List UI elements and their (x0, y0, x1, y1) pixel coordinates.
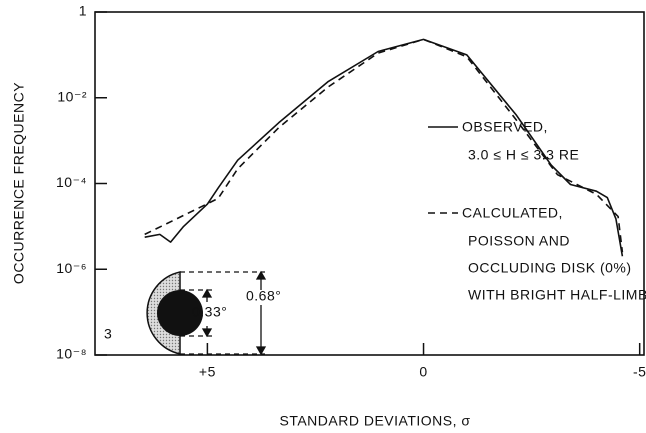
x-tick-label: -5 (633, 364, 646, 380)
legend-entry: OBSERVED, (462, 119, 548, 135)
panel-label: 3 (104, 326, 112, 342)
annotation: 0.33° (192, 304, 227, 320)
legend-entry: CALCULATED, (462, 205, 563, 221)
y-tick-label: 10⁻⁶ (56, 260, 87, 276)
legend-note: 3.0 ≤ H ≤ 3.3 RE (468, 147, 579, 163)
series-line (144, 38, 624, 253)
x-axis-label: STANDARD DEVIATIONS, σ (279, 413, 470, 429)
y-tick-label: 1 (79, 3, 87, 19)
legend-note: WITH BRIGHT HALF-LIMB (180%) (468, 287, 646, 303)
y-tick-label: 10⁻⁴ (56, 174, 87, 190)
legend-note: OCCLUDING DISK (0%) (468, 260, 632, 276)
annotation: 0.68° (246, 288, 281, 304)
disk-diagram (146, 270, 267, 356)
y-tick-label: 10⁻⁸ (56, 346, 87, 362)
x-tick-label: +5 (199, 364, 216, 380)
y-tick-label: 10⁻² (57, 88, 87, 104)
y-axis-label: OCCURRENCE FREQUENCY (11, 82, 27, 284)
series-line (144, 38, 624, 257)
x-tick-label: 0 (419, 364, 427, 380)
legend-note: POISSON AND (468, 233, 570, 249)
